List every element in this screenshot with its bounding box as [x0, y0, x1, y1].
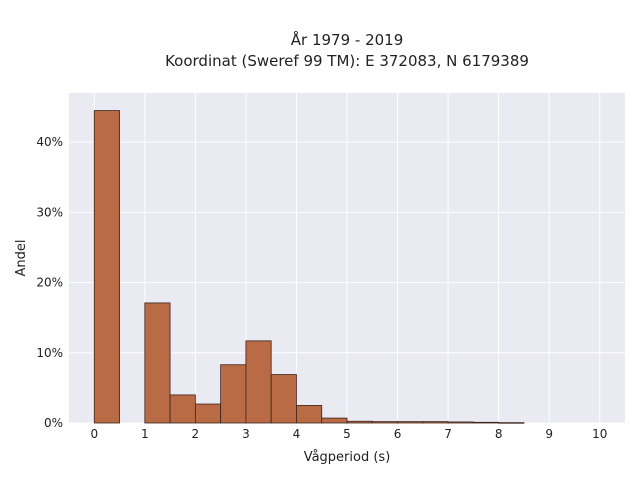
bar-4 — [194, 403, 222, 424]
chart-title-line-1: År 1979 - 2019 — [291, 30, 404, 49]
bar-3 — [169, 394, 196, 424]
y-tick-label-0: 0% — [44, 416, 63, 430]
bar-6 — [245, 340, 272, 424]
chart-title-line-2: Koordinat (Sweref 99 TM): E 372083, N 61… — [165, 52, 529, 70]
y-tick-label-3: 30% — [36, 205, 63, 219]
bar-16 — [498, 422, 525, 424]
bar-11 — [371, 421, 398, 424]
x-tick-label-0: 0 — [90, 427, 98, 441]
x-tick-label-4: 4 — [293, 427, 301, 441]
bar-13 — [422, 421, 449, 424]
y-axis-label: Andel — [14, 240, 29, 277]
bar-15 — [472, 421, 500, 424]
bar-12 — [397, 421, 424, 424]
bar-14 — [447, 421, 474, 424]
x-tick-label-9: 9 — [545, 427, 553, 441]
x-tick-label-8: 8 — [495, 427, 503, 441]
bars — [93, 110, 525, 424]
x-tick-label-6: 6 — [394, 427, 402, 441]
bar-2 — [144, 302, 171, 424]
x-tick-label-2: 2 — [192, 427, 200, 441]
x-tick-label-1: 1 — [141, 427, 149, 441]
bar-9 — [321, 417, 348, 424]
bar-8 — [296, 405, 323, 424]
x-tick-label-10: 10 — [592, 427, 607, 441]
grid-lines — [69, 93, 625, 424]
bar-5 — [220, 364, 247, 424]
x-tick-label-7: 7 — [444, 427, 452, 441]
x-tick-label-5: 5 — [343, 427, 351, 441]
bar-10 — [346, 420, 373, 424]
x-axis-label: Vågperiod (s) — [304, 450, 391, 465]
y-tick-label-1: 10% — [36, 346, 63, 360]
y-tick-labels: 0% 10% 20% 30% 40% — [36, 135, 63, 430]
y-tick-label-4: 40% — [36, 135, 63, 149]
bar-7 — [270, 374, 297, 424]
y-tick-label-2: 20% — [36, 276, 63, 290]
x-tick-label-3: 3 — [242, 427, 250, 441]
x-tick-labels: 0 1 2 3 4 5 6 7 8 9 10 — [90, 427, 607, 441]
bar-0 — [93, 110, 120, 424]
